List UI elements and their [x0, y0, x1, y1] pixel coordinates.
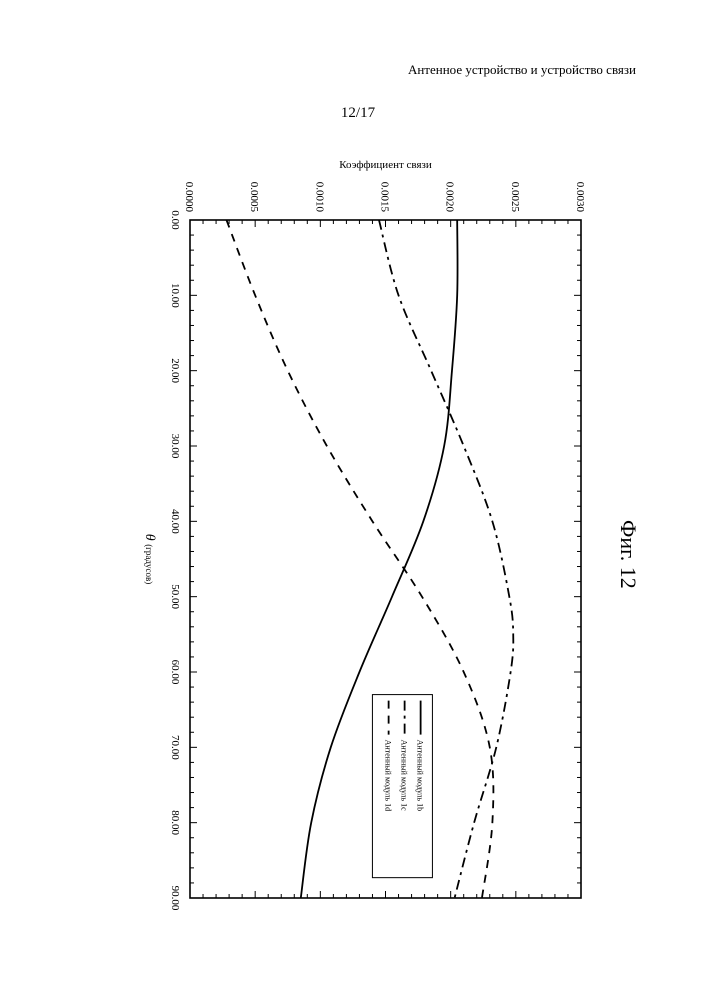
x-tick-label: 10.00: [169, 283, 181, 308]
page-number: 12/17: [0, 105, 716, 122]
figure-caption: Фиг. 12: [615, 520, 641, 589]
x-tick-label: 0.00: [169, 210, 181, 230]
y-tick-label: 0.0015: [379, 182, 391, 213]
series-d: [226, 220, 493, 898]
legend-label: Антенный модуль 1d: [384, 740, 393, 812]
doc-title: Антенное устройство и устройство связи: [408, 62, 636, 78]
x-tick-label: 50.00: [169, 584, 181, 609]
y-tick-label: 0.0025: [509, 182, 521, 213]
y-tick-label: 0.0010: [313, 182, 325, 213]
x-tick-label: 70.00: [169, 735, 181, 760]
x-axis-label: θ (градусов): [142, 534, 157, 584]
chart-container: 0.00 10.00 20.00 30.00 40.00 50.00 60.00 70.00 8…: [118, 150, 593, 910]
y-axis-label: Коэффициент связи: [339, 159, 432, 171]
x-tick-label: 40.00: [169, 509, 181, 534]
y-tick-label: 0.0020: [444, 182, 456, 213]
y-tick-label: 0.0005: [248, 182, 260, 213]
x-tick-label: 90.00: [169, 886, 181, 910]
x-tick-label: 20.00: [169, 358, 181, 383]
legend-label: Антенный модуль 1b: [416, 740, 425, 812]
legend-label: Антенный модуль 1c: [400, 740, 409, 812]
x-tick-label: 80.00: [169, 810, 181, 835]
page: Антенное устройство и устройство связи 1…: [0, 0, 716, 1000]
x-tick-label: 30.00: [169, 434, 181, 459]
y-tick-label: 0.0000: [183, 182, 195, 213]
y-tick-label: 0.0030: [574, 182, 586, 213]
x-tick-label: 60.00: [169, 660, 181, 685]
